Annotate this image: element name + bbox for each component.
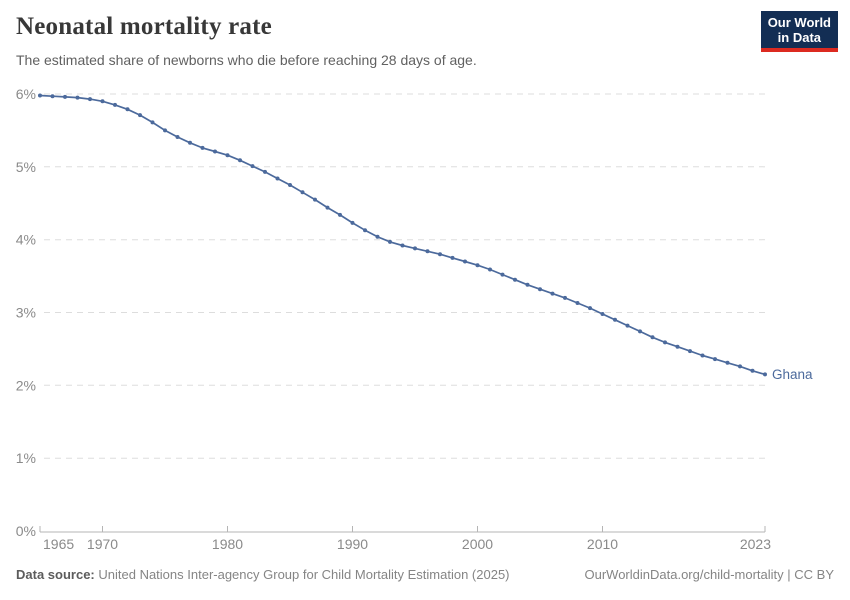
owid-logo-line2: in Data bbox=[777, 30, 822, 45]
license-note: OurWorldinData.org/child-mortality | CC … bbox=[584, 567, 835, 582]
chart-subtitle: The estimated share of newborns who die … bbox=[16, 52, 477, 68]
data-point bbox=[563, 295, 567, 300]
data-point bbox=[363, 228, 367, 233]
data-point bbox=[188, 140, 192, 145]
y-axis-tick-label: 3% bbox=[16, 305, 36, 321]
y-axis-tick-label: 4% bbox=[16, 232, 36, 248]
x-axis-tick-label: 2000 bbox=[462, 536, 493, 552]
data-point bbox=[325, 205, 330, 210]
data-point bbox=[313, 197, 317, 202]
x-axis-tick-label: 2010 bbox=[587, 536, 618, 552]
data-point bbox=[38, 93, 42, 98]
chart-footer: Data source: United Nations Inter-agency… bbox=[16, 567, 834, 582]
data-point bbox=[250, 164, 255, 169]
data-point bbox=[625, 323, 630, 328]
data-point bbox=[400, 243, 405, 248]
data-point bbox=[200, 145, 205, 150]
data-point bbox=[375, 234, 380, 239]
data-source-text: United Nations Inter-agency Group for Ch… bbox=[98, 567, 510, 582]
data-point bbox=[500, 272, 505, 277]
ghana-line bbox=[39, 94, 766, 376]
data-point bbox=[425, 249, 430, 254]
data-point bbox=[138, 113, 142, 118]
y-axis-tick-label: 1% bbox=[16, 450, 36, 466]
data-point bbox=[225, 153, 230, 158]
data-point bbox=[738, 364, 742, 369]
data-point bbox=[725, 360, 730, 365]
data-point bbox=[150, 120, 155, 125]
data-point bbox=[288, 183, 292, 187]
y-axis-tick-label: 6% bbox=[16, 86, 36, 102]
data-point bbox=[575, 301, 580, 305]
y-axis-tick-label: 2% bbox=[16, 377, 36, 393]
data-point bbox=[663, 340, 667, 345]
data-point bbox=[175, 135, 180, 139]
data-point bbox=[513, 277, 517, 282]
y-axis-tick-label: 5% bbox=[16, 159, 36, 175]
y-axis-tick-label: 0% bbox=[16, 523, 36, 539]
data-point bbox=[450, 255, 455, 260]
x-axis-tick-label: 2023 bbox=[740, 536, 771, 552]
data-point bbox=[475, 263, 480, 268]
data-point bbox=[588, 306, 592, 311]
data-point bbox=[438, 252, 442, 257]
data-point bbox=[263, 169, 267, 174]
data-point bbox=[763, 372, 767, 377]
data-point bbox=[50, 94, 55, 99]
data-point bbox=[700, 353, 705, 358]
data-point bbox=[75, 95, 80, 100]
data-point bbox=[113, 102, 117, 107]
data-point bbox=[413, 246, 417, 251]
x-axis-tick-label: 1965 bbox=[43, 536, 74, 552]
data-point bbox=[613, 317, 617, 322]
owid-logo-line1: Our World bbox=[767, 15, 831, 30]
data-point bbox=[600, 312, 605, 316]
data-point bbox=[538, 287, 542, 292]
chart-title: Neonatal mortality rate bbox=[16, 13, 272, 40]
x-axis-tick-label: 1990 bbox=[337, 536, 368, 552]
data-point bbox=[550, 291, 555, 296]
data-point bbox=[388, 239, 392, 244]
data-point bbox=[63, 94, 67, 99]
data-point bbox=[275, 176, 280, 181]
x-axis-tick-label: 1980 bbox=[212, 536, 243, 552]
data-point bbox=[163, 128, 167, 133]
data-source-label: Data source: bbox=[16, 567, 95, 582]
data-point bbox=[750, 368, 755, 373]
data-point bbox=[675, 344, 680, 349]
data-point bbox=[88, 97, 92, 102]
data-point bbox=[300, 190, 305, 195]
data-point bbox=[638, 329, 642, 334]
data-point bbox=[463, 259, 467, 264]
x-axis-tick-label: 1970 bbox=[87, 536, 118, 552]
data-point bbox=[238, 158, 242, 163]
data-point bbox=[525, 282, 530, 287]
data-point bbox=[713, 357, 717, 362]
data-point bbox=[688, 349, 692, 354]
owid-logo: Our World in Data bbox=[760, 11, 838, 52]
data-point bbox=[350, 220, 355, 225]
data-point bbox=[125, 107, 130, 112]
data-source-note: Data source: United Nations Inter-agency… bbox=[16, 567, 510, 582]
data-point bbox=[100, 99, 105, 104]
data-point bbox=[213, 149, 217, 154]
series-label-ghana: Ghana bbox=[772, 367, 813, 382]
data-point bbox=[338, 212, 342, 217]
data-point bbox=[650, 335, 655, 340]
data-point bbox=[488, 267, 492, 272]
